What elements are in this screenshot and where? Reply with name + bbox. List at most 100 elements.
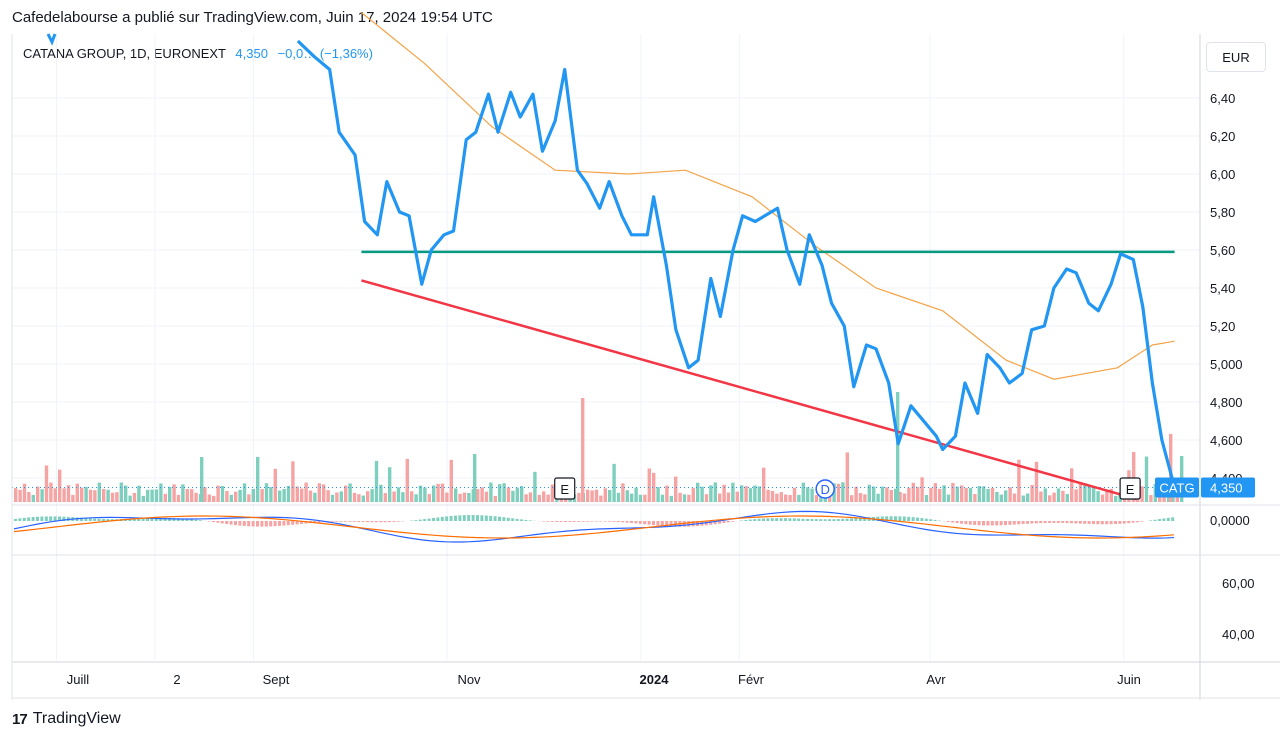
macd-histogram-bar [348, 521, 352, 522]
macd-histogram-bar [968, 521, 972, 525]
time-tick-label: Févr [738, 672, 765, 687]
macd-histogram-bar [291, 521, 295, 525]
volume-bar [616, 492, 621, 502]
macd-histogram-bar [300, 521, 303, 524]
volume-bar [423, 487, 427, 502]
event-marker[interactable]: D [815, 479, 835, 499]
macd-histogram-bar [982, 521, 985, 526]
macd-histogram-bar [93, 518, 97, 521]
macd-histogram-bar [247, 521, 251, 527]
volume-bar [1052, 492, 1056, 502]
volume-bar [933, 483, 937, 502]
macd-histogram-bar [27, 517, 31, 521]
volume-bar [58, 469, 62, 502]
macd-histogram-bar [185, 518, 189, 521]
volume-bar [946, 494, 951, 502]
volume-bar [88, 489, 93, 502]
event-marker[interactable]: E [554, 477, 576, 500]
macd-histogram-bar [687, 521, 691, 527]
volume-bar [1004, 490, 1008, 502]
volume-bar [775, 493, 779, 502]
macd-histogram-bar [964, 521, 968, 525]
volume-bar [709, 485, 713, 502]
volume-bar [770, 490, 775, 502]
volume-bar [264, 483, 269, 502]
macd-histogram-bar [229, 521, 233, 525]
rsi-tick-label: 60,00 [1222, 576, 1255, 591]
volume-bar [273, 468, 277, 502]
macd-histogram-bar [418, 519, 422, 521]
volume-bar [938, 488, 942, 502]
macd-histogram-bar [854, 518, 858, 521]
macd-histogram-bar [379, 521, 383, 523]
volume-bar [291, 461, 295, 502]
macd-histogram-bar [858, 517, 862, 521]
macd-histogram-bar [506, 517, 510, 521]
volume-bar [713, 482, 717, 502]
volume-bar [542, 491, 546, 502]
volume-bar [124, 485, 128, 502]
macd-histogram-bar [990, 521, 994, 526]
macd-histogram-bar [62, 516, 66, 521]
time-tick-label: Sept [263, 672, 290, 687]
macd-histogram-bar [603, 521, 607, 522]
volume-bar [1149, 495, 1153, 502]
macd-histogram-bar [58, 516, 61, 521]
moving-average-line [361, 12, 1175, 380]
volume-bar [493, 495, 497, 502]
macd-histogram-bar [137, 518, 141, 521]
time-tick-label: Nov [457, 672, 481, 687]
volume-bar [520, 486, 524, 502]
price-tick-label: 6,00 [1210, 167, 1235, 182]
volume-bar [388, 467, 392, 502]
macd-histogram-bar [423, 519, 427, 521]
macd-histogram-bar [1100, 521, 1104, 525]
macd-histogram-bar [238, 521, 242, 526]
macd-histogram-bar [1149, 520, 1153, 521]
currency-button[interactable]: EUR [1206, 42, 1266, 72]
volume-bar [964, 487, 968, 502]
macd-histogram-bar [190, 519, 193, 521]
volume-bar [374, 460, 379, 502]
macd-histogram-bar [172, 518, 176, 521]
macd-histogram-bar [766, 518, 770, 521]
volume-bar [62, 488, 66, 502]
time-axis-labels: Juill 2 Sept Nov 2024 Févr Avr Juin [67, 672, 1141, 687]
macd-histogram-bar [480, 515, 484, 521]
macd-histogram-bar [999, 521, 1003, 526]
volume-bar [1061, 490, 1065, 502]
volume-bar [647, 468, 651, 502]
ticker-tag: CATG [1159, 481, 1194, 496]
event-marker[interactable]: E [1119, 477, 1141, 500]
macd-histogram-bar [141, 518, 145, 521]
volume-bar [458, 493, 462, 502]
macd-histogram-bar [484, 515, 488, 521]
macd-histogram-bar [652, 521, 655, 526]
volume-bar [867, 484, 871, 502]
macd-histogram-bar [1030, 521, 1034, 524]
macd-histogram-bar [995, 521, 999, 526]
macd-histogram-bar [163, 517, 167, 521]
macd-histogram-bar [84, 518, 88, 521]
macd-histogram-bar [454, 515, 457, 521]
macd-histogram-bar [1078, 521, 1082, 524]
volume-bar [652, 472, 656, 502]
macd-histogram-bar [630, 521, 633, 523]
macd-histogram-bar [788, 518, 792, 521]
macd-histogram-bar [986, 521, 990, 526]
macd-histogram-bar [471, 515, 475, 521]
macd-histogram-bar [282, 521, 286, 526]
volume-bar [14, 488, 18, 502]
macd-histogram-bar [251, 521, 255, 527]
macd-histogram-bar [269, 521, 273, 527]
volume-bar [71, 494, 75, 502]
price-axis-labels: 6,40 6,20 6,00 5,80 5,60 5,40 5,20 5,000 4,800 4,… [1210, 91, 1255, 642]
volume-bar [889, 489, 893, 502]
volume-bar [49, 482, 53, 502]
macd-histogram-bar [770, 518, 774, 521]
price-tick-label: 5,40 [1210, 281, 1235, 296]
macd-histogram-bar [462, 515, 466, 521]
volume-bar [586, 489, 590, 502]
volume-bar [718, 493, 722, 502]
